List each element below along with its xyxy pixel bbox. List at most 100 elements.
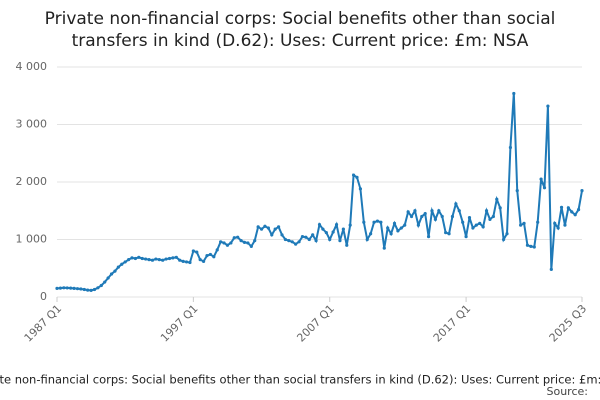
point bbox=[99, 283, 103, 288]
point bbox=[488, 217, 492, 221]
point bbox=[491, 214, 495, 219]
point bbox=[382, 246, 386, 250]
point bbox=[375, 219, 380, 223]
point bbox=[546, 104, 550, 108]
point bbox=[58, 286, 63, 290]
point bbox=[283, 237, 288, 242]
point bbox=[386, 226, 390, 230]
point bbox=[147, 258, 151, 262]
point bbox=[430, 209, 434, 213]
point bbox=[522, 221, 526, 225]
x-axis-label: Private non-financial corps: Social bene… bbox=[0, 373, 600, 387]
point bbox=[96, 286, 100, 290]
point bbox=[236, 235, 240, 239]
point bbox=[461, 220, 465, 224]
point bbox=[157, 258, 161, 262]
point bbox=[72, 286, 76, 290]
point bbox=[75, 287, 80, 291]
point bbox=[126, 258, 131, 262]
point bbox=[171, 256, 175, 260]
point bbox=[508, 145, 513, 150]
point bbox=[300, 235, 305, 239]
point bbox=[447, 232, 451, 236]
y-tick-label: 3 000 bbox=[16, 118, 48, 131]
point bbox=[201, 259, 206, 263]
point bbox=[198, 258, 202, 262]
point bbox=[195, 250, 199, 254]
point bbox=[529, 244, 533, 248]
point bbox=[307, 237, 311, 242]
x-tick-label: 2025 Q3 bbox=[547, 302, 590, 345]
point bbox=[471, 226, 475, 230]
point bbox=[270, 233, 274, 237]
point bbox=[191, 249, 195, 253]
point bbox=[413, 209, 417, 213]
point bbox=[249, 244, 253, 248]
point bbox=[341, 227, 345, 231]
point bbox=[65, 286, 69, 290]
point bbox=[536, 220, 540, 224]
point bbox=[140, 256, 144, 261]
point bbox=[389, 232, 393, 236]
point bbox=[576, 208, 581, 212]
point bbox=[539, 177, 543, 181]
point bbox=[498, 206, 502, 210]
point bbox=[481, 225, 485, 229]
point bbox=[355, 175, 359, 179]
x-tick-label: 1987 Q1 bbox=[22, 302, 65, 345]
point bbox=[103, 280, 107, 284]
point bbox=[276, 225, 281, 229]
point bbox=[464, 235, 468, 239]
point bbox=[304, 235, 308, 239]
point bbox=[174, 255, 178, 259]
point bbox=[116, 265, 120, 269]
point bbox=[314, 239, 318, 243]
point bbox=[478, 221, 482, 225]
point bbox=[457, 209, 461, 213]
point bbox=[369, 232, 373, 236]
point bbox=[82, 287, 86, 292]
point bbox=[474, 223, 478, 227]
y-tick-label: 2 000 bbox=[16, 175, 48, 188]
point bbox=[553, 221, 557, 225]
point bbox=[338, 239, 342, 243]
point bbox=[372, 220, 376, 224]
point bbox=[573, 213, 577, 217]
point bbox=[290, 240, 294, 244]
point bbox=[222, 241, 226, 245]
point bbox=[324, 231, 328, 235]
point bbox=[133, 256, 138, 261]
point bbox=[167, 256, 172, 261]
point bbox=[423, 212, 427, 216]
point bbox=[440, 214, 444, 219]
point bbox=[420, 214, 424, 219]
point bbox=[505, 232, 509, 236]
point bbox=[532, 245, 536, 249]
point bbox=[399, 226, 403, 230]
point bbox=[161, 258, 165, 262]
point bbox=[137, 255, 141, 259]
point bbox=[515, 189, 519, 193]
point bbox=[263, 224, 267, 228]
point bbox=[89, 288, 93, 292]
point bbox=[351, 173, 356, 177]
point bbox=[92, 287, 97, 292]
point bbox=[256, 225, 260, 229]
point bbox=[563, 223, 567, 227]
point bbox=[55, 286, 59, 290]
point bbox=[130, 256, 134, 260]
point bbox=[311, 233, 315, 237]
point bbox=[106, 276, 110, 280]
point bbox=[109, 272, 114, 276]
x-tick-label: 2017 Q1 bbox=[431, 302, 474, 345]
point bbox=[365, 237, 369, 242]
point bbox=[454, 202, 458, 206]
point bbox=[219, 240, 223, 244]
point bbox=[208, 252, 213, 257]
point bbox=[525, 243, 530, 247]
point bbox=[437, 209, 441, 213]
point bbox=[86, 288, 90, 292]
point bbox=[334, 222, 339, 227]
